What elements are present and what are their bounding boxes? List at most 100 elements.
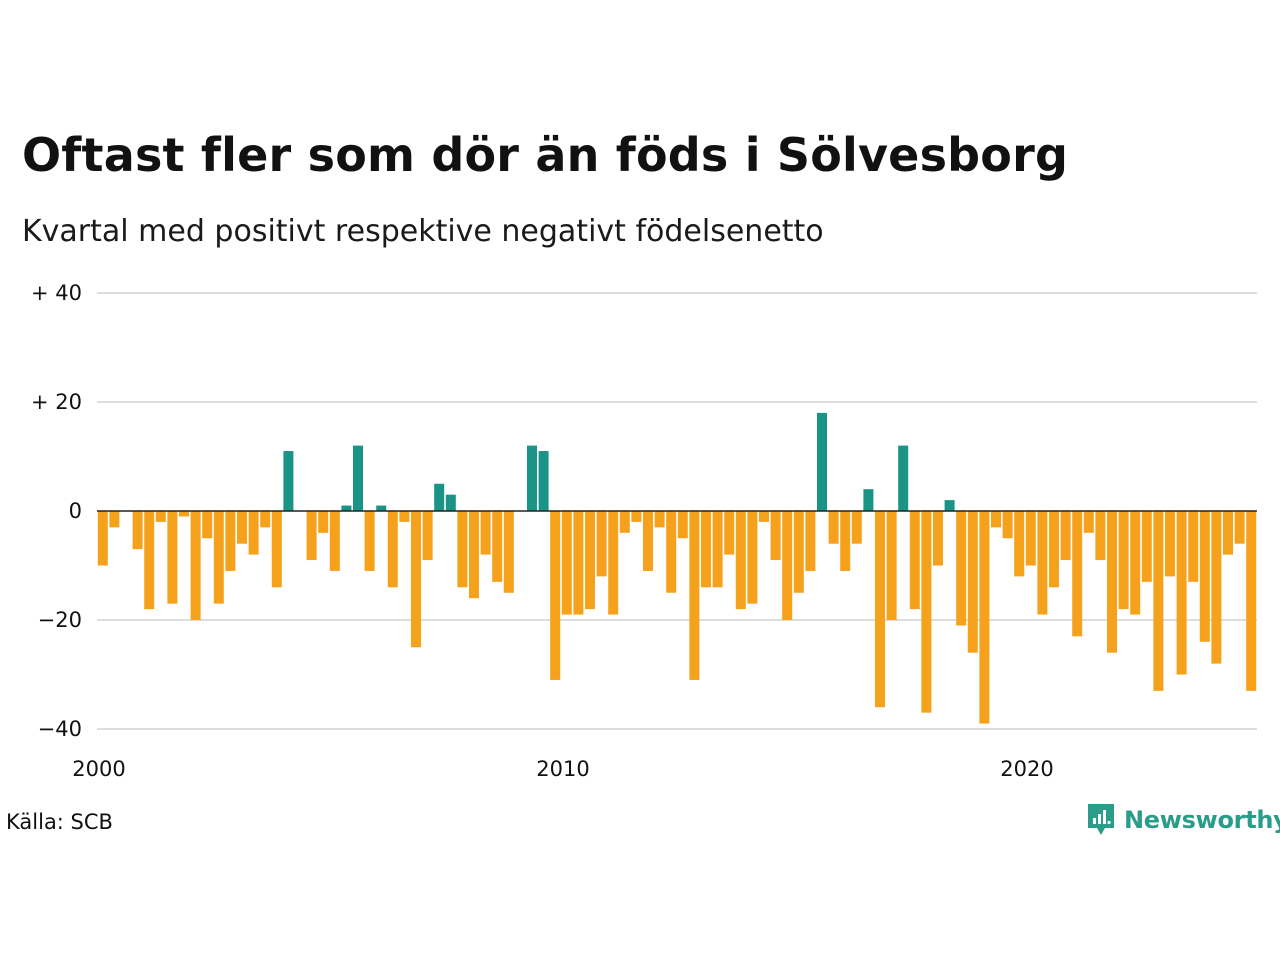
y-tick-label: −40 xyxy=(38,717,82,741)
bar-negative xyxy=(1246,511,1257,691)
bar-negative xyxy=(608,511,619,615)
bar-negative xyxy=(561,511,572,615)
bar-negative xyxy=(1141,511,1152,582)
bar-negative xyxy=(735,511,746,610)
bar-negative xyxy=(1072,511,1083,637)
bar-negative xyxy=(851,511,862,544)
bar-negative xyxy=(724,511,735,555)
bar-negative xyxy=(1153,511,1164,691)
bar-negative xyxy=(109,511,120,528)
bar-negative xyxy=(909,511,920,610)
bar-negative xyxy=(967,511,978,653)
bar-negative xyxy=(550,511,561,680)
bar-negative xyxy=(1211,511,1222,664)
y-tick-label: 0 xyxy=(69,499,82,523)
bar-negative xyxy=(225,511,236,571)
bar-negative xyxy=(619,511,630,533)
x-tick-label: 2000 xyxy=(72,757,125,781)
bar-negative xyxy=(1176,511,1187,675)
bar-negative xyxy=(875,511,885,708)
bar-negative xyxy=(387,511,398,588)
bar-negative xyxy=(1223,511,1233,555)
source-note: Källa: SCB xyxy=(6,810,113,834)
bar-negative xyxy=(643,511,653,571)
bar-negative xyxy=(503,511,514,593)
bar-negative xyxy=(329,511,340,571)
x-tick-label: 2020 xyxy=(1000,757,1053,781)
y-tick-label: + 20 xyxy=(31,390,82,414)
bar-negative xyxy=(991,511,1001,528)
bar-negative xyxy=(1014,511,1025,577)
bar-negative xyxy=(492,511,503,582)
bar-negative xyxy=(248,511,259,555)
bar-negative xyxy=(422,511,433,561)
bar-negative xyxy=(457,511,468,588)
y-tick-label: + 40 xyxy=(31,281,82,305)
bar-negative xyxy=(793,511,804,593)
bar-negative xyxy=(573,511,584,615)
bar-negative xyxy=(689,511,700,680)
bar-negative xyxy=(805,511,816,571)
bar-negative xyxy=(202,511,213,539)
bar-negative xyxy=(1188,511,1199,582)
x-axis-tick-labels: 2000 2010 2020 xyxy=(72,757,1053,781)
bar-negative xyxy=(190,511,201,620)
bar-negative xyxy=(585,511,595,610)
x-tick-label: 2010 xyxy=(536,757,589,781)
bar-positive xyxy=(445,494,456,511)
bar-negative xyxy=(469,511,479,599)
bar-negative xyxy=(956,511,967,626)
bar-negative xyxy=(921,511,932,713)
bar-negative xyxy=(933,511,943,566)
bar-negative xyxy=(828,511,839,544)
bar-negative xyxy=(97,511,108,566)
bar-negative xyxy=(631,511,642,522)
bar-negative xyxy=(1025,511,1036,566)
chart-title: Oftast fler som dör än föds i Sölvesborg xyxy=(22,128,1069,182)
y-tick-label: −20 xyxy=(38,608,82,632)
bar-positive xyxy=(944,500,955,511)
bar-chart: + 40 + 20 0 −20 −40 2000 2010 2020 xyxy=(31,281,1257,781)
bar-negative xyxy=(979,511,990,724)
bar-negative xyxy=(399,511,410,522)
bar-positive xyxy=(283,451,294,511)
bar-negative xyxy=(155,511,166,522)
bar-negative xyxy=(1234,511,1245,544)
bar-negative xyxy=(596,511,607,577)
bar-negative xyxy=(654,511,665,528)
bar-negative xyxy=(759,511,769,522)
bar-negative xyxy=(167,511,178,604)
bar-positive xyxy=(341,505,352,511)
bar-negative xyxy=(1130,511,1141,615)
y-axis-tick-labels: + 40 + 20 0 −20 −40 xyxy=(31,281,82,741)
bar-positive xyxy=(527,445,537,511)
bar-negative xyxy=(237,511,247,544)
bar-negative xyxy=(144,511,155,610)
bar-positive xyxy=(353,445,363,511)
bar-negative xyxy=(179,511,189,517)
bar-negative xyxy=(666,511,677,593)
logo-text: Newsworthy xyxy=(1124,806,1280,834)
bar-positive xyxy=(817,412,827,511)
bar-positive xyxy=(538,451,549,511)
bar-positive xyxy=(898,445,909,511)
bar-negative xyxy=(782,511,793,620)
bar-negative xyxy=(306,511,317,561)
newsworthy-logo: Newsworthy xyxy=(1086,802,1280,838)
bar-negative xyxy=(1107,511,1117,653)
bar-negative xyxy=(271,511,282,588)
bar-negative xyxy=(260,511,271,528)
bar-negative xyxy=(677,511,688,539)
bar-negative xyxy=(1037,511,1048,615)
bar-negative xyxy=(712,511,723,588)
bar-negative xyxy=(480,511,491,555)
bar-negative xyxy=(701,511,711,588)
bar-negative xyxy=(886,511,897,620)
bar-positive xyxy=(863,489,874,511)
bar-negative xyxy=(840,511,851,571)
bar-negative xyxy=(1049,511,1059,588)
bar-negative xyxy=(213,511,224,604)
bars xyxy=(97,412,1257,724)
bar-negative xyxy=(1002,511,1013,539)
bar-negative xyxy=(1095,511,1106,561)
